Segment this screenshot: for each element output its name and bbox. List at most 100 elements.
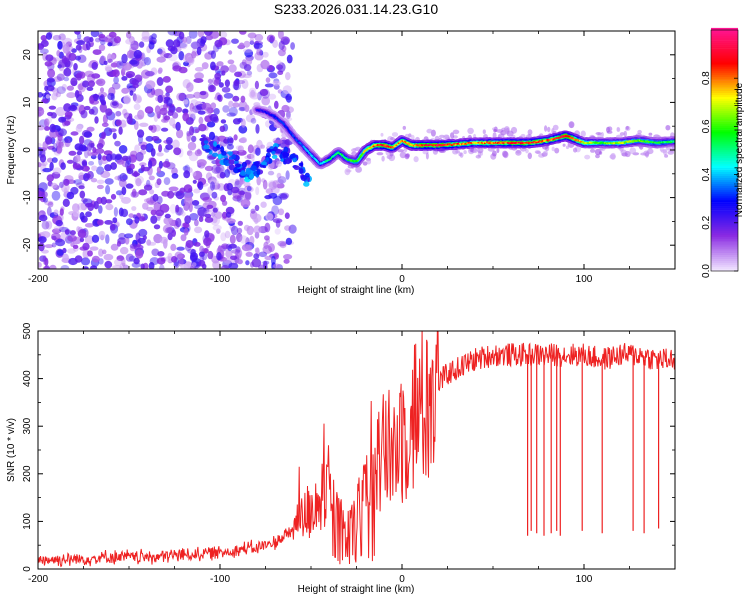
spectrogram-noise-cell <box>122 108 128 116</box>
spectrogram-noise-cell <box>246 186 252 192</box>
spectrogram-noise-cell <box>244 104 250 113</box>
colorbar-segment <box>711 196 738 199</box>
spectrogram-noise-cell <box>170 243 177 251</box>
spectrogram-noise-cell <box>86 126 95 132</box>
colorbar-segment <box>711 157 738 160</box>
colorbar-segment <box>711 94 738 97</box>
spectrogram-noise-cell <box>239 178 244 186</box>
spectrogram-branch-cell <box>265 156 270 163</box>
spectrogram-noise-cell <box>599 151 603 155</box>
spectrogram-noise-cell <box>194 149 203 157</box>
spectrogram-noise-cell <box>224 79 230 88</box>
colorbar-segment <box>711 228 738 231</box>
spectrogram-noise-cell <box>62 44 70 54</box>
spectrogram-noise-cell <box>268 72 278 79</box>
spectrogram-noise-cell <box>165 92 170 97</box>
colorbar-segment <box>711 70 738 73</box>
colorbar-segment <box>711 38 738 41</box>
spectrogram-noise-cell <box>92 147 97 153</box>
spectrogram-noise-cell <box>229 137 234 144</box>
spectrogram-noise-cell <box>500 130 507 136</box>
spectrogram-noise-cell <box>114 258 123 266</box>
spectrogram-noise-cell <box>244 244 253 252</box>
spectrogram-noise-cell <box>551 146 555 152</box>
spectrogram-noise-cell <box>255 147 261 156</box>
spectrogram-noise-cell <box>82 249 90 259</box>
spectrogram-noise-cell <box>219 171 226 179</box>
colorbar-segment <box>711 29 738 33</box>
spectrogram-noise-cell <box>55 219 63 227</box>
spectrogram-noise-cell <box>245 251 253 257</box>
spectrogram-noise-cell <box>117 174 123 182</box>
y-tick-label: -10 <box>22 190 33 205</box>
spectrogram-noise-cell <box>113 76 119 84</box>
spectrogram-noise-cell <box>264 195 272 200</box>
spectrogram-noise-cell <box>265 188 273 194</box>
spectrogram-noise-cell <box>118 179 127 188</box>
colorbar-segment <box>711 218 738 221</box>
colorbar-segment <box>711 216 738 219</box>
spectrogram-noise-cell <box>45 220 53 230</box>
spectrogram-noise-cell <box>88 108 95 115</box>
colorbar-tick-label: 0.8 <box>701 71 712 85</box>
spectrogram-noise-cell <box>75 72 82 81</box>
spectrogram-noise-cell <box>105 234 110 245</box>
spectrogram-noise-cell <box>159 50 167 58</box>
spectrogram-noise-cell <box>228 262 239 269</box>
colorbar-segment <box>711 129 738 132</box>
spectrogram-noise-cell <box>63 178 70 186</box>
spectrogram-noise-cell <box>616 127 621 132</box>
spectrogram-noise-cell <box>38 262 42 268</box>
spectrogram-noise-cell <box>252 213 262 223</box>
spectrogram-noise-cell <box>76 33 82 40</box>
colorbar-label: Normalized spectral amplitude <box>734 82 745 217</box>
spectrogram-noise-cell <box>268 93 277 100</box>
spectrogram-branch-cell <box>244 176 249 181</box>
spectrogram-noise-cell <box>264 83 274 88</box>
spectrogram-noise-cell <box>51 147 58 152</box>
spectrogram-noise-cell <box>85 211 92 218</box>
spectrogram-noise-cell <box>288 224 297 234</box>
spectrogram-noise-cell <box>63 103 72 112</box>
spectrogram-noise-cell <box>44 264 50 269</box>
spectrogram-noise-cell <box>55 91 62 98</box>
spectrogram-noise-cell <box>218 82 224 88</box>
spectrogram-noise-cell <box>133 103 141 111</box>
spectrogram-noise-cell <box>157 48 163 55</box>
spectrogram-noise-cell <box>129 243 138 249</box>
spectrogram-noise-cell <box>185 94 195 99</box>
x-tick-label: -100 <box>210 274 230 285</box>
colorbar-segment <box>711 191 738 195</box>
spectrogram-noise-cell <box>87 250 93 257</box>
spectrogram-noise-cell <box>121 257 126 267</box>
spectrogram-ridge-core <box>383 144 387 148</box>
spectrogram-noise-cell <box>224 230 231 239</box>
colorbar-segment <box>711 32 738 35</box>
spectrogram-noise-cell <box>46 77 55 83</box>
spectrogram-noise-cell <box>51 228 62 234</box>
spectrogram-noise-cell <box>178 51 185 61</box>
spectrogram-noise-cell <box>126 168 134 175</box>
colorbar-segment <box>711 189 738 193</box>
spectrogram-noise-cell <box>207 250 214 260</box>
spectrogram-noise-cell <box>143 184 153 191</box>
spectrogram-branch-cell <box>262 165 267 169</box>
spectrogram-noise-cell <box>182 53 193 64</box>
spectrogram-noise-cell <box>93 93 99 102</box>
spectrogram-noise-cell <box>84 105 91 111</box>
spectrogram-noise-cell <box>38 162 42 168</box>
spectrogram-noise-cell <box>402 125 406 130</box>
spectrogram-noise-cell <box>434 135 440 141</box>
spectrogram-noise-cell <box>616 134 623 138</box>
colorbar-segment <box>711 78 738 81</box>
spectrogram-noise-cell <box>133 171 138 178</box>
spectrogram-noise-cell <box>204 216 214 223</box>
spectrogram-noise-cell <box>62 198 70 207</box>
spectrogram-noise-cell <box>165 85 174 94</box>
spectrogram-noise-cell <box>82 80 90 88</box>
spectrogram-noise-cell <box>110 62 118 68</box>
spectrogram-noise-cell <box>173 147 182 156</box>
spectrogram-noise-cell <box>142 235 147 241</box>
spectrogram-noise-cell <box>172 112 179 119</box>
spectrogram-noise-cell <box>175 106 183 113</box>
